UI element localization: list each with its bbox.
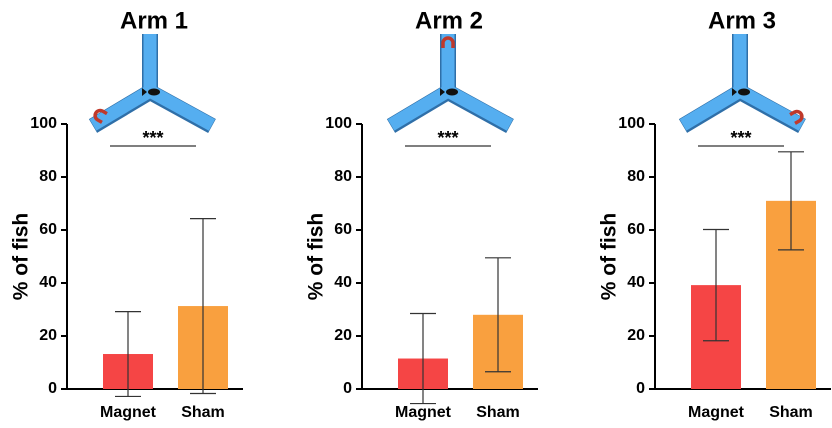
y-tick-label: 40 bbox=[627, 274, 645, 291]
y-axis-label: % of fish bbox=[10, 213, 33, 301]
chart-title: Arm 3 bbox=[708, 7, 776, 34]
x-tick-label: Sham bbox=[769, 404, 813, 421]
x-tick-label: Sham bbox=[181, 404, 225, 421]
y-tick-label: 100 bbox=[618, 115, 645, 132]
y-axis-label: % of fish bbox=[598, 213, 621, 301]
y-tick-label: 20 bbox=[627, 327, 645, 344]
y-tick-label: 100 bbox=[30, 115, 57, 132]
y-axis-label: % of fish bbox=[305, 213, 328, 301]
y-tick-label: 100 bbox=[325, 115, 352, 132]
y-tick-label: 80 bbox=[627, 168, 645, 185]
significance-label: *** bbox=[437, 128, 458, 148]
x-tick-label: Magnet bbox=[395, 404, 452, 421]
y-tick-label: 40 bbox=[39, 274, 57, 291]
y-tick-label: 40 bbox=[334, 274, 352, 291]
maze-icon bbox=[683, 34, 804, 126]
maze-icon bbox=[391, 34, 510, 126]
y-tick-label: 80 bbox=[39, 168, 57, 185]
maze-icon bbox=[93, 34, 212, 126]
y-tick-label: 80 bbox=[334, 168, 352, 185]
y-tick-label: 0 bbox=[636, 380, 645, 397]
chart-title: Arm 2 bbox=[415, 7, 483, 34]
y-tick-label: 60 bbox=[39, 221, 57, 238]
significance-label: *** bbox=[730, 128, 751, 148]
y-tick-label: 60 bbox=[334, 221, 352, 238]
x-tick-label: Magnet bbox=[100, 404, 157, 421]
x-tick-label: Sham bbox=[476, 404, 520, 421]
figure: Arm 1 % of fish 0 20 40 60 80 100 Magnet Sham *** A… bbox=[0, 0, 832, 428]
y-tick-label: 0 bbox=[48, 380, 57, 397]
significance-label: *** bbox=[142, 128, 163, 148]
chart-title: Arm 1 bbox=[120, 7, 188, 34]
y-tick-label: 60 bbox=[627, 221, 645, 238]
x-tick-label: Magnet bbox=[688, 404, 745, 421]
y-tick-label: 0 bbox=[343, 380, 352, 397]
y-tick-label: 20 bbox=[334, 327, 352, 344]
y-tick-label: 20 bbox=[39, 327, 57, 344]
